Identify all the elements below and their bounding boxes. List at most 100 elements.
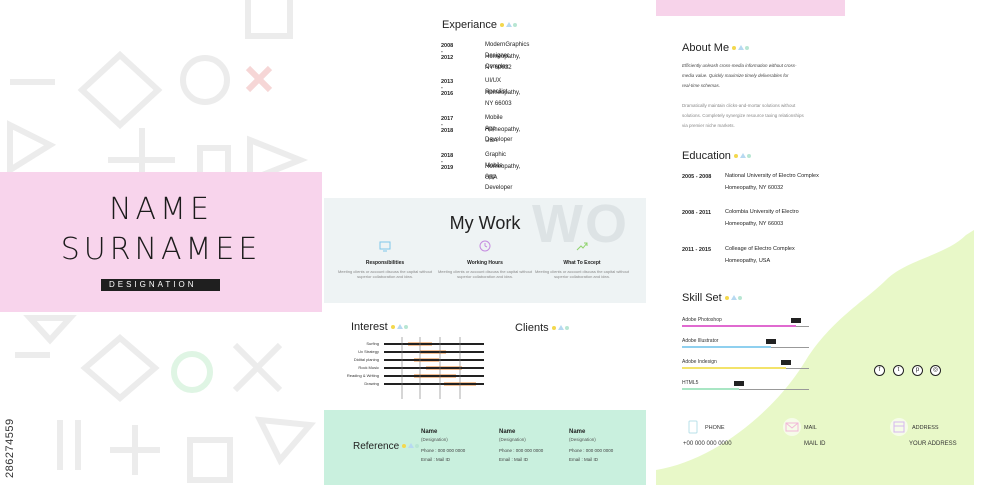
pinterest-icon[interactable]: p [912, 365, 923, 376]
reference-section: Reference Name (Designation) Phone : 000… [324, 410, 646, 485]
experience-years: 2008 - 2012 [441, 43, 454, 61]
about-line: via premier niche markets. [682, 123, 735, 128]
reference-card: Name (Designation) Phone : 000 000 0000 … [499, 429, 569, 462]
experience-years: 2018 - 2019 [441, 153, 454, 171]
skill-label: Adobe Illustrator [682, 338, 719, 344]
monitor-icon [379, 241, 391, 252]
decor-dots-icon [724, 295, 745, 301]
middle-column: Experiance 2008 - 2012 ModernGraphics De… [324, 0, 646, 485]
instagram-icon[interactable]: ◎ [930, 365, 941, 376]
experience-place: Homeopathy, NY 66003 [485, 90, 521, 107]
about-line: real-time schemas. [682, 83, 721, 88]
interest-bar [384, 367, 484, 369]
clients-title: Clients [515, 322, 572, 334]
education-place: Homeopathy, USA [725, 258, 771, 264]
skill-level-marker [734, 381, 745, 386]
experience-role: UI/UX Specilist [485, 78, 508, 95]
about-title-text: About Me [682, 42, 730, 54]
decor-dots-icon [390, 324, 411, 330]
education-years: 2011 - 2015 [682, 247, 712, 253]
decor-dots-icon [733, 153, 754, 159]
about-line: media value. Quickly maximize timely del… [682, 73, 789, 78]
phone-icon [684, 418, 702, 436]
decor-dots-icon [551, 325, 572, 331]
about-paragraph-1: Efficiently unleash cross-media informat… [682, 61, 822, 91]
interest-bar [384, 383, 484, 385]
experience-place: Homeopathy, USA [485, 127, 521, 144]
skills-title: Skill Set [682, 292, 745, 304]
work-desc: Meeting clients or account discuss the c… [534, 269, 630, 279]
reference-title-text: Reference [353, 441, 400, 452]
skill-level-marker [781, 360, 792, 365]
work-desc: Meeting clients or account discuss the c… [337, 269, 433, 279]
interest-bar [384, 359, 484, 361]
work-heading: What To Except [563, 260, 601, 266]
education-place: Homeopathy, NY 66003 [725, 221, 784, 227]
interest-label: Reading & Writing [346, 373, 379, 378]
interest-bar [384, 343, 484, 345]
address-icon [890, 418, 908, 436]
decor-dots-icon [500, 22, 520, 28]
geometric-pattern [7, 0, 317, 483]
education-school: Colombia University of Electro [725, 209, 799, 215]
cover-panel: NAME SURNAMEE DESIGNATION 286274559 [0, 0, 322, 485]
reference-designation: (Designation) [421, 437, 448, 442]
education-years: 2008 - 2011 [682, 210, 712, 216]
reference-email: Email : Mail ID [569, 457, 599, 462]
work-watermark: WO [532, 198, 629, 254]
skill-label: HTML5 [682, 380, 699, 386]
mail-icon [783, 418, 801, 436]
skills-title-text: Skill Set [682, 292, 722, 304]
reference-name: Name [499, 429, 516, 435]
work-heading: Working Hours [467, 260, 503, 266]
phone-value: +00 000 000 0000 [683, 441, 732, 447]
reference-designation: (Designation) [499, 437, 526, 442]
decor-dots-icon [402, 443, 422, 449]
work-column-hours: Working Hours Meeting clients or account… [435, 240, 535, 279]
reference-card: Name (Designation) Phone : 000 000 0000 … [421, 429, 491, 462]
education-school: National University of Electro Complex [725, 173, 819, 179]
skill-label: Adobe Indesign [682, 359, 717, 365]
about-line: Dramatically maintain clicks-and-mortar … [682, 103, 796, 108]
reference-phone: Phone : 000 000 0000 [499, 448, 544, 453]
growth-arrow-icon [576, 242, 588, 251]
reference-email: Email : Mail ID [499, 457, 529, 462]
twitter-icon[interactable]: t [893, 365, 904, 376]
interest-label: Rock Music [358, 365, 379, 370]
skill-level-fill [682, 346, 771, 348]
experience-title-text: Experiance [442, 19, 498, 31]
interest-label: Surfing [366, 341, 379, 346]
mail-label: MAIL [804, 425, 817, 431]
skill-level-marker [791, 318, 802, 323]
facebook-icon[interactable]: f [874, 365, 885, 376]
skill-label: Adobe Photoshop [682, 317, 722, 323]
interest-grid [401, 337, 461, 399]
skill-level-marker [765, 339, 776, 344]
work-desc: Meeting clients or account discuss the c… [437, 269, 533, 279]
experience-years: 2013 - 2016 [441, 79, 454, 97]
clock-icon [479, 240, 491, 252]
reference-phone: Phone : 000 000 0000 [569, 448, 614, 453]
interest-bar [384, 351, 484, 353]
mail-value: MAIL ID [804, 441, 826, 447]
experience-role: Graphic Mobile App Developer [485, 152, 513, 191]
interest-label: Drawing [364, 381, 379, 386]
interest-title-text: Interest [351, 321, 388, 333]
about-line: solutions. Completely synergize resource… [682, 113, 804, 118]
interest-bar [384, 375, 484, 377]
work-column-expect: What To Except Meeting clients or accoun… [532, 240, 632, 279]
address-value: YOUR ADDRESS [909, 441, 957, 447]
work-title: My Work [449, 213, 521, 233]
about-line: Efficiently unleash cross-media informat… [682, 63, 797, 68]
about-title: About Me [682, 42, 752, 54]
work-column-responsibilities: Responsibilities Meeting clients or acco… [335, 240, 435, 279]
skill-level-fill [682, 388, 740, 390]
reference-designation: (Designation) [569, 437, 596, 442]
reference-card: Name (Designation) Phone : 000 000 0000 … [569, 429, 639, 462]
skill-track [682, 389, 809, 390]
experience-role: ModernGraphics Designer Complex [485, 42, 530, 70]
right-column: About Me Efficiently unleash cross-media… [656, 0, 1000, 485]
education-title: Education [682, 150, 754, 162]
education-school: Colleage of Electro Complex [725, 246, 795, 252]
interest-title: Interest [351, 321, 411, 333]
